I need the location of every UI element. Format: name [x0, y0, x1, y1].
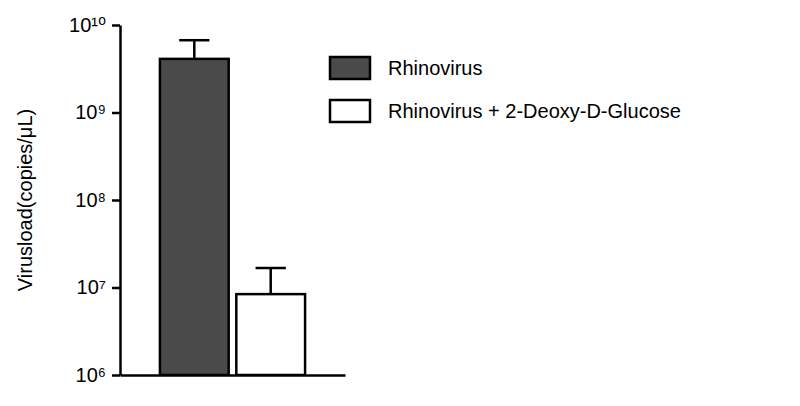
legend-swatch — [330, 100, 370, 122]
x-axis-line — [121, 374, 346, 377]
bar — [160, 59, 229, 375]
legend-label: Rhinovirus — [388, 57, 482, 79]
y-tick: 10¹⁰ — [69, 14, 120, 36]
y-axis: 10⁶ 10⁷ 10⁸ 10⁹ 10¹⁰ — [69, 14, 120, 386]
legend-item: Rhinovirus — [330, 57, 482, 79]
marks — [160, 40, 305, 375]
legend-swatch — [330, 57, 370, 79]
error-bar — [179, 40, 209, 59]
y-tick: 10⁶ — [76, 364, 120, 386]
y-tick: 10⁸ — [75, 189, 120, 211]
y-axis-title: Virusload(copies/μL) — [14, 109, 36, 291]
y-tick-label: 10¹⁰ — [69, 14, 106, 36]
y-tick-mark — [112, 374, 120, 377]
y-tick-label: 10⁸ — [75, 189, 106, 211]
y-tick-label: 10⁶ — [76, 364, 106, 386]
error-cap — [256, 267, 286, 270]
error-cap — [179, 39, 209, 42]
legend-label: Rhinovirus + 2-Deoxy-D-Glucose — [388, 100, 681, 122]
chart: 10⁶ 10⁷ 10⁸ 10⁹ 10¹⁰ Virusload(copies/μL) Rhin… — [0, 0, 800, 406]
error-bar — [256, 268, 286, 294]
legend-item: Rhinovirus + 2-Deoxy-D-Glucose — [330, 100, 681, 122]
y-tick-mark — [112, 287, 120, 290]
y-tick-label: 10⁷ — [77, 276, 106, 298]
bar — [236, 294, 305, 375]
y-tick-mark — [112, 199, 120, 202]
legend: Rhinovirus Rhinovirus + 2-Deoxy-D-Glucose — [330, 57, 681, 122]
y-tick-label: 10⁹ — [75, 101, 106, 123]
error-stem — [193, 40, 196, 59]
error-stem — [269, 268, 272, 294]
y-tick: 10⁷ — [77, 276, 120, 298]
y-tick: 10⁹ — [75, 101, 120, 123]
x-axis — [121, 375, 346, 377]
y-tick-mark — [112, 112, 120, 115]
plot: 10⁶ 10⁷ 10⁸ 10⁹ 10¹⁰ — [69, 14, 345, 386]
y-tick-mark — [112, 24, 120, 27]
